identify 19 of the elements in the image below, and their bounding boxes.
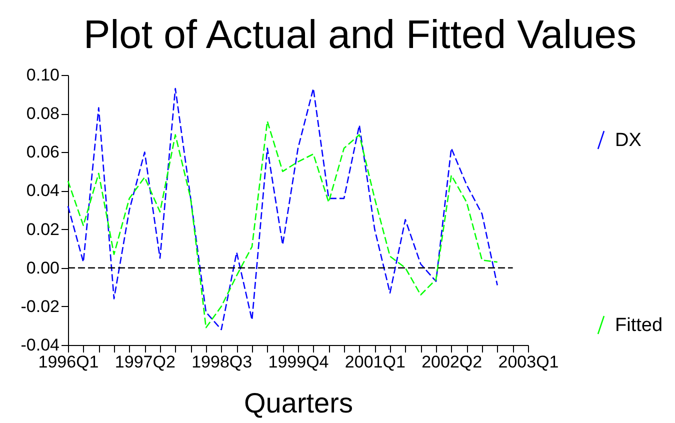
y-tick-label: 0.00 (26, 258, 60, 278)
x-tick-label: 1996Q1 (38, 352, 99, 372)
x-tick-label: 1998Q3 (192, 352, 252, 372)
y-tick-label: 0.10 (26, 66, 60, 84)
y-tick-label: 0.02 (26, 220, 60, 239)
y-tick-label: -0.04 (20, 336, 60, 354)
x-tick-label: 2002Q2 (422, 352, 482, 372)
x-tick-label: 1999Q4 (268, 352, 329, 372)
legend-label: DX (615, 130, 642, 151)
chart-title: Plot of Actual and Fitted Values (84, 13, 636, 57)
y-tick-label: 0.04 (26, 181, 60, 200)
y-tick-label: 0.08 (26, 104, 60, 124)
x-tick-label: 2003Q1 (498, 352, 559, 372)
y-tick-label: 0.06 (26, 142, 60, 162)
x-axis-title: Quarters (244, 388, 353, 418)
x-tick-label: 1997Q2 (114, 352, 176, 372)
x-tick-label: 2001Q1 (344, 352, 406, 372)
legend-label: Fitted (615, 315, 663, 336)
y-tick-label: -0.02 (20, 296, 60, 316)
